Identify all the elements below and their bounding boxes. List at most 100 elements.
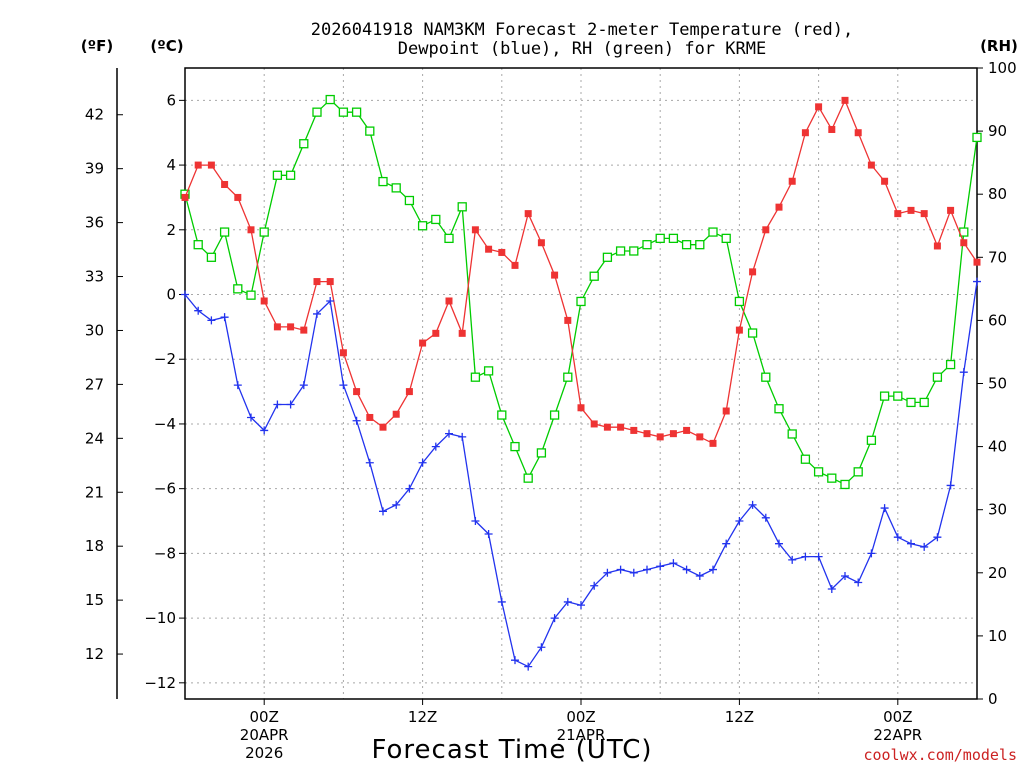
temperature-marker <box>432 329 440 337</box>
dewpoint-marker <box>286 400 295 409</box>
celsius-tick-label: −2 <box>154 350 176 368</box>
dewpoint-marker <box>511 656 519 665</box>
dewpoint-marker <box>352 416 361 425</box>
temperature-marker <box>907 206 915 214</box>
rh-marker <box>497 410 507 420</box>
rh-marker <box>972 132 982 143</box>
temperature-marker <box>788 177 796 185</box>
rh-marker <box>431 214 441 225</box>
temperature-marker <box>445 297 453 305</box>
dewpoint-marker <box>761 513 770 522</box>
rh-marker <box>299 139 309 149</box>
temperature-marker <box>656 433 664 441</box>
series-line <box>184 98 978 486</box>
rh-marker <box>206 252 217 262</box>
rh-marker <box>193 240 203 250</box>
dewpoint-marker <box>933 533 942 542</box>
temperature-marker <box>603 423 611 431</box>
dewpoint-marker <box>907 539 915 548</box>
dewpoint-marker <box>207 316 216 325</box>
temperature-marker <box>762 226 770 234</box>
rh-tick-label: 10 <box>988 627 1007 645</box>
dewpoint-marker <box>841 572 849 581</box>
dewpoint-marker <box>854 578 863 587</box>
fahrenheit-tick-label: 24 <box>85 429 104 447</box>
temperature-marker <box>392 410 400 418</box>
rh-marker <box>668 233 679 244</box>
dewpoint-marker <box>577 601 585 610</box>
rh-marker <box>325 94 335 105</box>
dewpoint-marker <box>233 381 242 390</box>
temperature-marker <box>801 129 809 137</box>
dewpoint-marker <box>194 306 203 315</box>
temperature-marker <box>683 426 691 434</box>
rh-tick-label: 40 <box>988 438 1007 456</box>
temperature-marker <box>405 388 413 396</box>
series-relative-humidity <box>180 94 982 490</box>
dewpoint-marker <box>973 277 981 286</box>
rh-marker <box>233 284 243 294</box>
rh-marker <box>893 391 903 401</box>
dewpoint-marker <box>893 533 902 542</box>
series-dewpoint <box>181 277 981 671</box>
rh-marker <box>655 233 665 244</box>
temperature-marker <box>485 245 493 253</box>
temperature-marker <box>366 413 374 421</box>
dewpoint-marker <box>616 565 625 574</box>
rh-marker <box>840 479 850 490</box>
temperature-marker <box>709 439 717 447</box>
rh-tick-label: 70 <box>988 248 1007 266</box>
rh-marker <box>338 107 349 117</box>
celsius-tick-label: −8 <box>154 544 176 562</box>
rh-marker <box>721 233 731 244</box>
temperature-marker <box>920 210 928 218</box>
temperature-marker <box>207 161 215 169</box>
temperature-marker <box>551 271 559 279</box>
temperature-marker <box>933 242 941 250</box>
temperature-marker <box>775 203 783 211</box>
rh-marker <box>827 473 837 483</box>
rh-tick-label: 80 <box>988 185 1007 203</box>
chart-title-line-2: Dewpoint (blue), RH (green) for KRME <box>398 39 766 59</box>
celsius-unit-label: (ºC) <box>150 37 183 55</box>
credit-text: coolwx.com/models <box>863 746 1017 764</box>
temperature-marker <box>590 420 598 428</box>
rh-marker <box>444 233 454 244</box>
rh-tick-label: 30 <box>988 501 1007 519</box>
rh-marker <box>219 227 230 237</box>
rh-marker <box>853 467 863 477</box>
rh-marker <box>919 397 929 408</box>
celsius-tick-label: 2 <box>166 221 176 239</box>
fahrenheit-tick-label: 36 <box>85 214 104 232</box>
temperature-marker <box>854 129 862 137</box>
temperature-marker <box>471 226 479 234</box>
series-line <box>184 98 978 445</box>
dewpoint-marker <box>392 500 401 509</box>
rh-marker <box>642 240 652 250</box>
fahrenheit-axis-ticks: 42 39 36 33 30 27 24 21 18 15 12 <box>85 106 123 663</box>
rh-marker <box>272 170 283 180</box>
dewpoint-marker <box>379 507 387 516</box>
dewpoint-marker <box>339 381 348 390</box>
rh-marker <box>879 391 890 401</box>
dewpoint-marker <box>709 565 717 574</box>
temperature-marker <box>537 239 545 247</box>
celsius-tick-label: 0 <box>166 286 176 304</box>
rh-marker <box>906 397 916 408</box>
temperature-marker <box>867 161 875 169</box>
temperature-marker <box>498 248 506 256</box>
fahrenheit-tick-label: 15 <box>85 591 104 609</box>
dewpoint-marker <box>695 572 704 581</box>
date-tick-label: 22APR <box>873 726 922 744</box>
dewpoint-marker <box>946 481 955 490</box>
dewpoint-marker <box>537 643 546 652</box>
rh-marker <box>681 240 692 250</box>
rh-tick-label: 50 <box>988 375 1007 393</box>
dewpoint-marker <box>220 313 229 322</box>
rh-tick-label: 0 <box>988 690 998 708</box>
dewpoint-marker <box>326 296 335 305</box>
dewpoint-marker <box>181 290 189 299</box>
